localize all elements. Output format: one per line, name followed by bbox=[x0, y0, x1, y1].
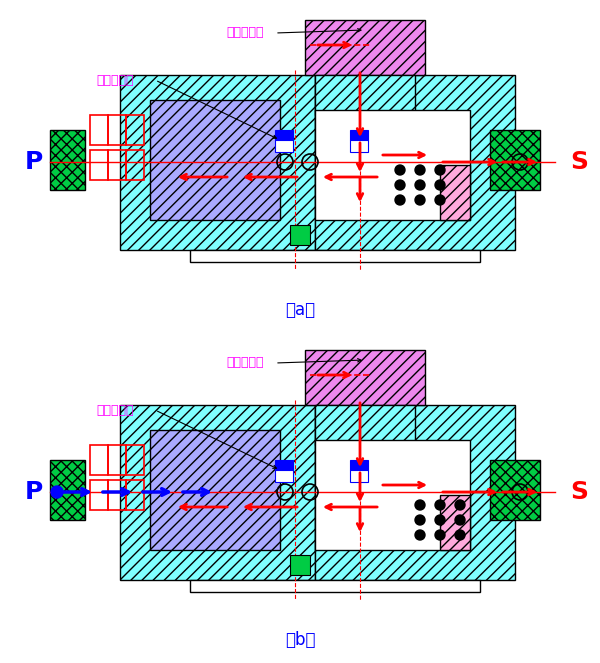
Bar bbox=[126, 150, 144, 180]
Bar bbox=[490, 130, 540, 190]
Bar bbox=[90, 150, 108, 180]
Bar bbox=[108, 445, 126, 475]
Bar bbox=[126, 115, 144, 145]
Bar bbox=[440, 495, 470, 550]
Circle shape bbox=[435, 180, 445, 190]
Circle shape bbox=[455, 515, 465, 525]
Bar bbox=[275, 130, 293, 140]
Bar bbox=[126, 480, 144, 510]
Bar bbox=[315, 75, 515, 250]
Text: S: S bbox=[570, 150, 588, 174]
Bar bbox=[50, 460, 85, 520]
Circle shape bbox=[435, 500, 445, 510]
Circle shape bbox=[395, 165, 405, 175]
Circle shape bbox=[395, 180, 405, 190]
Text: （a）: （a） bbox=[285, 301, 315, 319]
Circle shape bbox=[415, 530, 425, 540]
Bar bbox=[275, 140, 293, 152]
Circle shape bbox=[435, 195, 445, 205]
Circle shape bbox=[415, 180, 425, 190]
Bar bbox=[305, 20, 425, 75]
Circle shape bbox=[415, 195, 425, 205]
Bar bbox=[305, 350, 425, 405]
Bar bbox=[315, 110, 470, 220]
Bar bbox=[120, 405, 315, 580]
Circle shape bbox=[455, 500, 465, 510]
Circle shape bbox=[435, 165, 445, 175]
Circle shape bbox=[415, 515, 425, 525]
Text: S: S bbox=[570, 480, 588, 504]
Circle shape bbox=[415, 165, 425, 175]
Text: 偶数档气管: 偶数档气管 bbox=[96, 404, 134, 416]
Bar bbox=[90, 445, 108, 475]
Bar bbox=[120, 75, 315, 250]
Bar bbox=[315, 405, 415, 445]
Circle shape bbox=[455, 530, 465, 540]
Bar bbox=[350, 140, 368, 152]
Circle shape bbox=[435, 515, 445, 525]
Bar bbox=[50, 130, 85, 190]
Bar bbox=[290, 225, 310, 245]
Text: P: P bbox=[25, 480, 43, 504]
Bar bbox=[190, 580, 480, 592]
Bar bbox=[350, 130, 368, 140]
Bar bbox=[315, 75, 415, 115]
Text: 偶数档气管: 偶数档气管 bbox=[96, 74, 134, 86]
Text: 奇数档气管: 奇数档气管 bbox=[226, 357, 264, 369]
Bar bbox=[275, 460, 293, 470]
Circle shape bbox=[51, 486, 63, 498]
Text: P: P bbox=[25, 150, 43, 174]
Bar bbox=[190, 250, 480, 262]
Bar bbox=[440, 165, 470, 220]
Bar bbox=[315, 405, 515, 580]
Bar bbox=[290, 555, 310, 575]
Bar bbox=[108, 115, 126, 145]
Bar bbox=[90, 480, 108, 510]
Bar bbox=[126, 445, 144, 475]
Bar bbox=[90, 115, 108, 145]
Text: （b）: （b） bbox=[285, 631, 315, 649]
Bar bbox=[150, 100, 280, 220]
Bar bbox=[315, 440, 470, 550]
Bar bbox=[350, 470, 368, 482]
Bar bbox=[350, 460, 368, 470]
Bar bbox=[275, 470, 293, 482]
Bar bbox=[490, 460, 540, 520]
Bar bbox=[108, 150, 126, 180]
Bar bbox=[150, 430, 280, 550]
Bar bbox=[108, 480, 126, 510]
Circle shape bbox=[395, 195, 405, 205]
Text: 奇数档气管: 奇数档气管 bbox=[226, 27, 264, 40]
Circle shape bbox=[435, 530, 445, 540]
Circle shape bbox=[415, 500, 425, 510]
